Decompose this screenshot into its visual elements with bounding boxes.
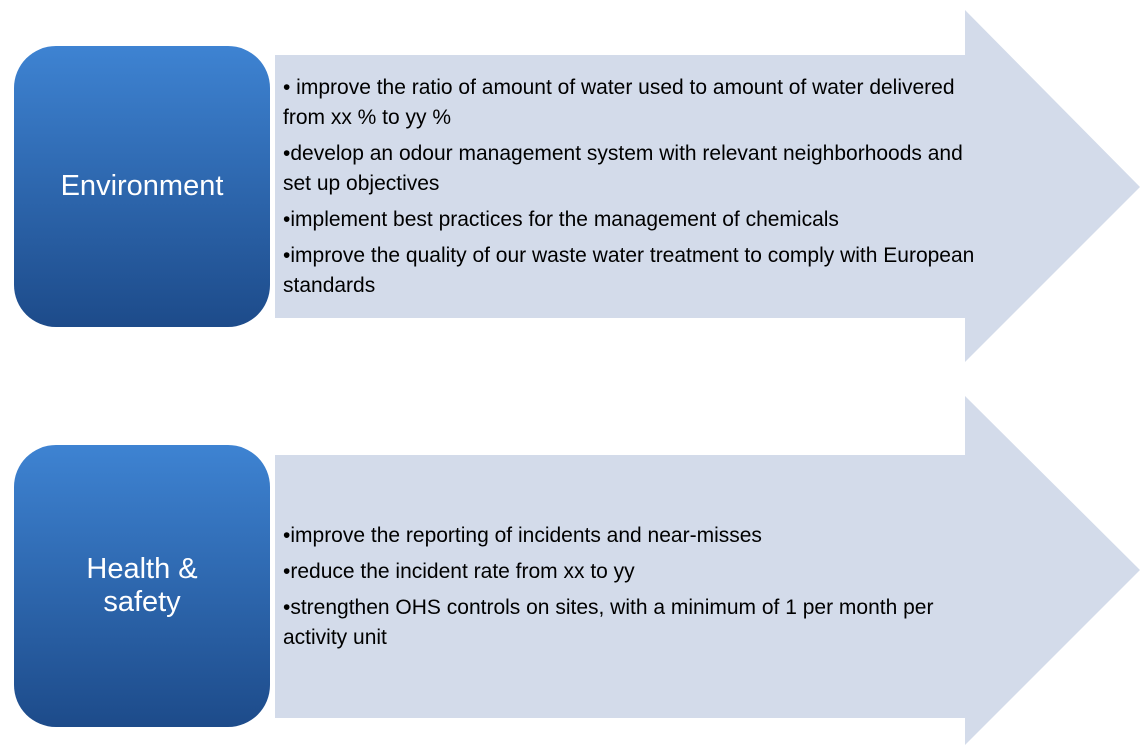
bullet-item: •develop an odour management system with… bbox=[283, 141, 963, 195]
row-label: Environment bbox=[60, 170, 224, 202]
bullet-item: •strengthen OHS controls on sites, with … bbox=[283, 595, 934, 649]
label-box bbox=[14, 445, 270, 727]
bullet-item: •reduce the incident rate from xx to yy bbox=[283, 559, 635, 583]
bullet-list: •improve the reporting of incidents and … bbox=[283, 455, 983, 718]
label-box bbox=[14, 46, 270, 327]
arrow bbox=[275, 10, 1140, 362]
bullet-item: •improve the reporting of incidents and … bbox=[283, 523, 762, 547]
arrow bbox=[275, 396, 1140, 745]
label-container: Health & safety bbox=[14, 445, 270, 727]
label-container: Environment bbox=[14, 46, 270, 327]
bullet-item: •implement best practices for the manage… bbox=[283, 207, 839, 231]
row-label: Health & safety bbox=[86, 553, 198, 618]
bullet-item: • improve the ratio of amount of water u… bbox=[283, 75, 955, 129]
bullet-list: • improve the ratio of amount of water u… bbox=[283, 55, 983, 318]
bullet-item: •improve the quality of our waste water … bbox=[283, 243, 975, 297]
